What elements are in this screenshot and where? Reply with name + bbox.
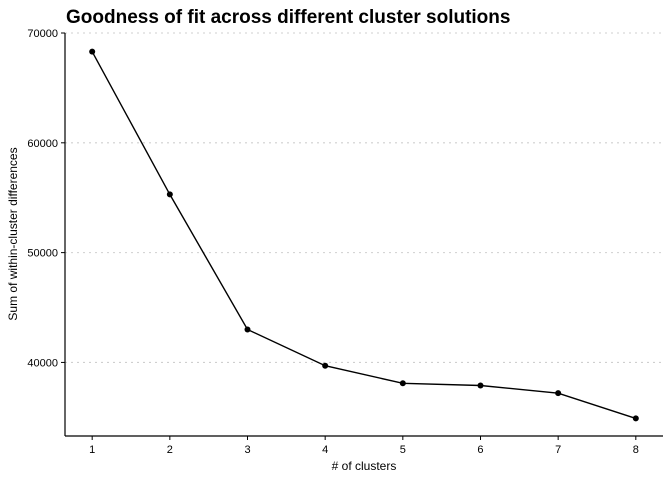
data-point bbox=[477, 382, 484, 389]
y-tick-label: 70000 bbox=[27, 28, 58, 40]
x-tick-label: 6 bbox=[477, 444, 483, 456]
y-ticks: 40000 50000 60000 70000 bbox=[27, 28, 65, 369]
x-tick-label: 3 bbox=[244, 444, 250, 456]
x-ticks: 1 2 3 4 5 6 7 8 bbox=[89, 436, 639, 456]
x-tick-label: 8 bbox=[633, 444, 639, 456]
series bbox=[89, 48, 639, 422]
gridlines bbox=[65, 32, 663, 363]
data-point bbox=[399, 380, 406, 387]
y-tick-label: 40000 bbox=[27, 357, 58, 369]
data-point bbox=[632, 415, 639, 422]
x-tick-label: 5 bbox=[400, 444, 406, 456]
chart-title: Goodness of fit across different cluster… bbox=[66, 7, 510, 28]
x-axis-title: # of clusters bbox=[332, 459, 397, 473]
data-point bbox=[166, 191, 173, 198]
x-tick-label: 2 bbox=[167, 444, 173, 456]
data-point bbox=[322, 362, 329, 369]
x-tick-label: 7 bbox=[555, 444, 561, 456]
y-tick-label: 50000 bbox=[27, 248, 58, 260]
x-tick-label: 1 bbox=[89, 444, 95, 456]
data-point bbox=[555, 390, 562, 397]
y-axis-title: Sum of within-cluster differences bbox=[6, 147, 20, 320]
data-point bbox=[89, 48, 96, 55]
x-tick-label: 4 bbox=[322, 444, 328, 456]
y-tick-label: 60000 bbox=[27, 138, 58, 150]
series-line bbox=[91, 51, 637, 420]
data-point bbox=[244, 326, 251, 333]
axes bbox=[64, 33, 663, 437]
